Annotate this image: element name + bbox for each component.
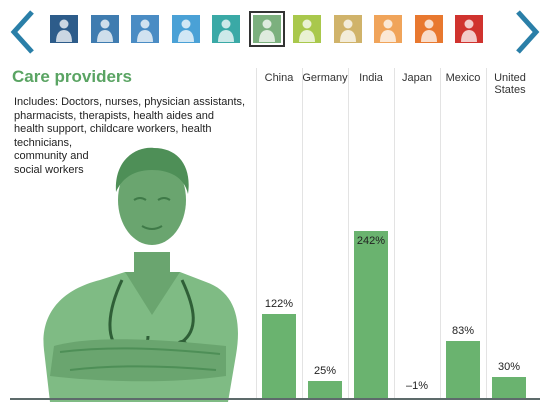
column-divider (394, 68, 395, 400)
column-divider (348, 68, 349, 400)
x-tick-label-line: States (494, 84, 526, 96)
data-label: 83% (451, 324, 475, 337)
x-tick-label-line: United (494, 72, 526, 84)
description-line: social workers (14, 163, 84, 176)
tan-worker-icon[interactable] (333, 15, 362, 43)
blue-worker-icon[interactable] (90, 15, 119, 43)
description-line: community and (14, 150, 89, 162)
chart-baseline (10, 398, 540, 400)
x-tick-label-india: India (359, 72, 383, 84)
lime-worker-icon[interactable] (293, 15, 321, 43)
column-divider (440, 68, 441, 400)
bar-india (354, 230, 388, 398)
red-worker-icon[interactable] (455, 15, 483, 43)
x-tick-label-germany: Germany (302, 72, 348, 84)
column-divider (486, 68, 487, 400)
orange-worker-icon[interactable] (374, 15, 402, 43)
blue-worker-icon[interactable] (131, 15, 159, 43)
description-line: Includes: Doctors, nurses, physician ass… (14, 96, 246, 108)
bar-united-states (492, 377, 526, 398)
light-blue-worker-icon[interactable] (171, 15, 200, 43)
bar-china (262, 313, 296, 398)
x-tick-label-china: China (264, 72, 294, 84)
column-divider (256, 68, 257, 400)
panel-title: Care providers (12, 67, 132, 86)
category-thumbnail-strip (50, 11, 500, 47)
description-line: health support, childcare workers, healt… (14, 123, 212, 135)
chevron-left-icon[interactable] (8, 8, 38, 56)
teal-worker-icon[interactable] (212, 15, 240, 43)
navy-worker-icon[interactable] (50, 15, 78, 43)
description-line: pharmacists, therapists, health aides an… (14, 109, 214, 122)
bar-germany (308, 380, 342, 398)
data-label: 242% (356, 234, 386, 247)
data-label: 30% (497, 361, 521, 374)
column-divider (302, 68, 303, 400)
x-tick-label-japan: Japan (402, 72, 432, 84)
green-care-provider-icon[interactable] (248, 11, 285, 47)
data-label: –1% (405, 380, 429, 392)
dark-orange-worker-icon[interactable] (414, 15, 443, 43)
data-label: 122% (264, 297, 294, 310)
chevron-right-icon[interactable] (512, 8, 542, 56)
description-line: technicians, (14, 136, 73, 149)
panel-description: Includes: Doctors, nurses, physician ass… (14, 96, 254, 177)
bar-mexico (446, 340, 480, 398)
x-tick-label-mexico: Mexico (445, 72, 481, 84)
data-label: 25% (313, 364, 337, 377)
care-provider-figure-icon (30, 140, 245, 402)
x-tick-label-united-states: United States (486, 72, 534, 96)
